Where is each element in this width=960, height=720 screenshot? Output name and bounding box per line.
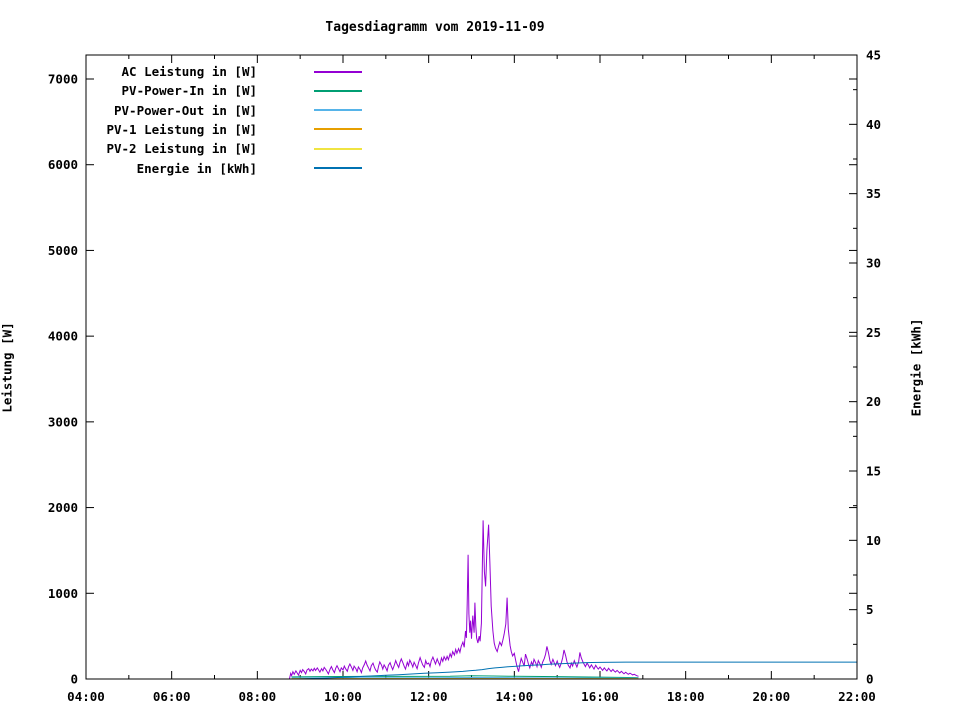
y-tick-label: 7000	[48, 72, 78, 87]
legend-label: AC Leistung in [W]	[121, 64, 257, 79]
legend-label: PV-2 Leistung in [W]	[106, 141, 257, 157]
x-tick-label: 10:00	[324, 689, 362, 704]
legend-label: PV-Power-In in [W]	[121, 83, 257, 99]
y-tick-label: 4000	[48, 329, 78, 344]
x-tick-label: 18:00	[667, 689, 705, 704]
legend-item-pv2-leistung: PV-2 Leistung in [W]	[90, 139, 370, 158]
y-tick-label: 6000	[48, 157, 78, 172]
chart-title: Tagesdiagramm vom 2019-11-09	[325, 20, 545, 35]
y-tick-label: 2000	[48, 500, 78, 515]
x-tick-label: 14:00	[496, 689, 534, 704]
x-tick-label: 06:00	[153, 689, 191, 704]
legend-label: Energie in [kWh]	[136, 160, 257, 176]
legend-item-ac-leistung: AC Leistung in [W]	[90, 62, 370, 81]
y2-tick-label: 15	[866, 464, 881, 479]
legend-label: PV-1 Leistung in [W]	[106, 121, 257, 137]
series-line-ac-leistung	[289, 520, 639, 679]
legend-line-sample	[314, 70, 362, 73]
y-tick-label: 3000	[48, 414, 78, 429]
legend-item-energie: Energie in [kWh]	[90, 159, 370, 178]
legend-line-sample	[314, 109, 362, 112]
y-tick-label: 5000	[48, 243, 78, 258]
legend-line-sample	[314, 147, 362, 150]
legend-item-pv1-leistung: PV-1 Leistung in [W]	[90, 120, 370, 139]
y2-tick-label: 10	[866, 533, 881, 548]
legend-line-sample	[314, 128, 362, 131]
legend-label: PV-Power-Out in [W]	[114, 102, 257, 118]
axis-ticks: 04:00 06:00 08:00 10:00 12:00 14:00 16:00 18:00…	[48, 48, 881, 705]
y2-tick-label: 45	[866, 48, 881, 63]
y2-tick-label: 25	[866, 325, 881, 340]
x-tick-label: 08:00	[239, 689, 277, 704]
legend-line-sample	[314, 167, 362, 169]
legend-item-pv-power-out: PV-Power-Out in [W]	[90, 101, 370, 120]
x-tick-label: 04:00	[67, 689, 105, 704]
y-tick-label: 0	[70, 672, 78, 687]
plot-border	[85, 54, 858, 680]
x-tick-label: 12:00	[410, 689, 448, 704]
y2-tick-label: 40	[866, 117, 881, 132]
legend-line-sample	[314, 89, 362, 92]
y2-tick-label: 30	[866, 256, 881, 271]
x-tick-label: 20:00	[753, 689, 791, 704]
y2-tick-label: 20	[866, 394, 881, 409]
x-tick-label: 16:00	[581, 689, 619, 704]
legend-item-pv-power-in: PV-Power-In in [W]	[90, 81, 370, 100]
y2-tick-label: 35	[866, 186, 881, 201]
series-line-energie	[295, 661, 857, 680]
x-tick-label: 22:00	[838, 689, 876, 704]
y2-tick-label: 0	[866, 672, 874, 687]
series	[289, 520, 857, 680]
y2-tick-label: 5	[866, 602, 874, 617]
series-line-pv-power-out	[291, 676, 639, 679]
y-tick-label: 1000	[48, 586, 78, 601]
